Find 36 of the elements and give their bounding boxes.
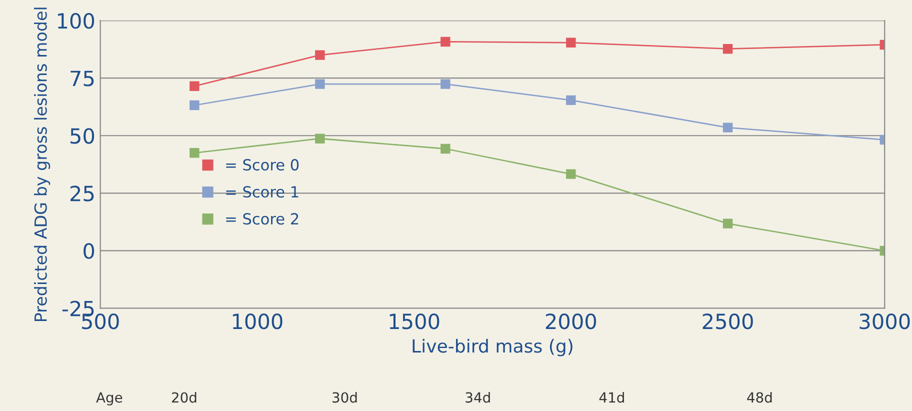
point xyxy=(315,50,325,60)
y-tick-label: 0 xyxy=(84,243,94,259)
point xyxy=(566,38,576,48)
x-axis-title: Live-bird mass (g) xyxy=(412,338,572,356)
legend-label: = Score 2 xyxy=(226,213,298,225)
point xyxy=(722,218,733,228)
text: 48d xyxy=(747,392,772,403)
point xyxy=(190,148,200,158)
x-tick-label: 2000 xyxy=(546,313,596,330)
point xyxy=(440,79,450,89)
x-tick-label: 1500 xyxy=(390,313,440,330)
point xyxy=(722,122,733,132)
y-tick-label: 75 xyxy=(70,70,94,86)
point xyxy=(566,169,576,179)
text: 30d xyxy=(332,392,357,403)
point xyxy=(190,81,200,92)
text: 20d xyxy=(172,392,196,403)
y-tick-label: 100 xyxy=(58,13,94,29)
text: Age xyxy=(96,392,122,406)
x-tick-label: 2500 xyxy=(702,313,753,330)
legend-label: = Score 0 xyxy=(226,159,299,171)
text: 34d xyxy=(466,392,490,403)
legend-label: = Score 1 xyxy=(226,186,298,198)
point xyxy=(566,95,576,106)
text: 41d xyxy=(599,392,624,403)
point xyxy=(722,44,733,54)
point xyxy=(315,79,325,89)
point xyxy=(315,134,325,144)
y-axis-title: Predicted ADG by gross lesions model xyxy=(34,8,50,321)
point xyxy=(440,36,450,47)
y-tick-label: 25 xyxy=(70,186,94,202)
x-tick-label: 3000 xyxy=(860,313,910,330)
point xyxy=(440,144,450,154)
y-tick-label: 50 xyxy=(70,128,94,144)
point xyxy=(190,100,200,110)
x-tick-label: 1000 xyxy=(232,313,282,330)
